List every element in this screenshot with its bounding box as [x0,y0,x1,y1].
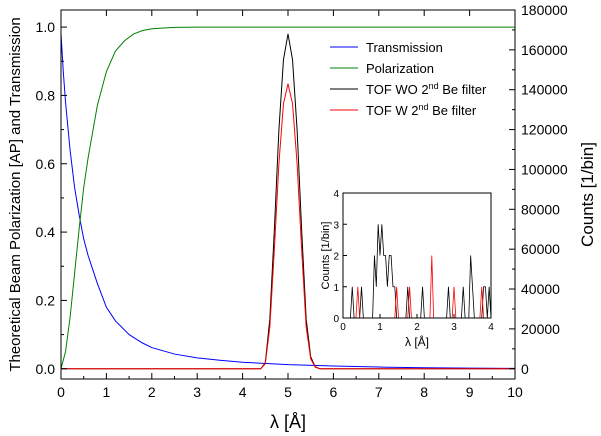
x-tick-label: 5 [284,384,292,400]
y-left-tick-label: 0.4 [36,224,56,240]
y-right-tick-label: 140000 [521,82,568,98]
legend-label-3: TOF W 2nd Be filter [366,102,477,118]
inset-x-axis-label: λ [Å] [405,334,429,349]
inset-series-line-0 [343,224,492,319]
y-right-axis-label: Counts [1/bin] [578,142,597,247]
inset-background [343,193,491,318]
inset-y-tick-label: 4 [333,189,339,200]
inset-y-axis-label: Counts [1/bin] [320,222,332,290]
y-right-tick-label: 20000 [521,321,560,337]
series-line-0 [60,33,516,369]
y-left-tick-label: 0.8 [36,87,56,103]
y-left-axis-label: Theoretical Beam Polarization [AP] and T… [7,17,24,371]
inset-x-tick-label: 1 [377,322,383,333]
x-tick-label: 3 [193,384,201,400]
x-tick-label: 8 [420,384,428,400]
y-left-tick-label: 0.6 [36,156,56,172]
legend-label-1: Polarization [366,61,434,76]
x-tick-label: 2 [148,384,156,400]
inset-x-tick-label: 0 [340,322,346,333]
legend-label-2: TOF WO 2nd Be filter [366,81,487,97]
x-tick-label: 1 [103,384,111,400]
x-tick-label: 6 [330,384,338,400]
inset-y-tick-label: 3 [333,220,339,231]
x-axis-label: λ [Å] [270,412,306,432]
x-tick-label: 4 [239,384,247,400]
inset-x-tick-label: 4 [488,322,494,333]
y-right-tick-label: 60000 [521,241,560,257]
y-left-tick-label: 1.0 [36,19,56,35]
inset-y-tick-label: 1 [333,283,339,294]
y-left-tick-label: 0.0 [36,361,56,377]
inset-x-tick-label: 3 [451,322,457,333]
y-left-tick-label: 0.2 [36,292,56,308]
y-right-tick-label: 100000 [521,161,568,177]
x-tick-label: 9 [466,384,474,400]
y-right-tick-label: 160000 [521,42,568,58]
series-line-3 [61,83,515,370]
y-right-tick-label: 0 [521,361,529,377]
series-line-1 [60,26,515,369]
inset-x-tick-label: 2 [414,322,420,333]
x-tick-label: 0 [57,384,65,400]
y-right-tick-label: 180000 [521,2,568,18]
y-right-tick-label: 120000 [521,122,568,138]
inset-y-tick-label: 2 [333,252,339,263]
x-tick-label: 10 [507,384,523,400]
legend-label-0: Transmission [366,40,443,55]
y-right-tick-label: 80000 [521,201,560,217]
inset-y-tick-label: 0 [333,314,339,325]
x-tick-label: 7 [375,384,383,400]
y-right-tick-label: 40000 [521,281,560,297]
